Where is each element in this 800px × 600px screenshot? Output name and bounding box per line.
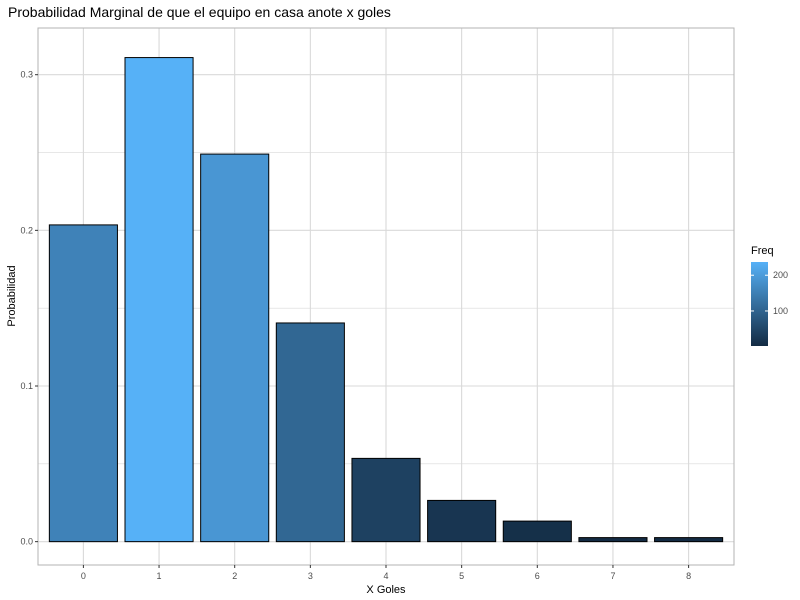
y-axis-ticks: 0.0 0.1 0.2 0.3 bbox=[20, 70, 38, 547]
legend-tick-label: 100 bbox=[773, 306, 788, 316]
x-tick-label: 5 bbox=[459, 571, 464, 581]
bar-8 bbox=[654, 537, 724, 543]
bar-3 bbox=[275, 322, 345, 543]
bar-4 bbox=[351, 457, 421, 543]
bar-0 bbox=[48, 224, 118, 543]
y-tick-label: 0.0 bbox=[20, 537, 33, 547]
y-tick-label: 0.1 bbox=[20, 381, 33, 391]
x-tick-label: 3 bbox=[308, 571, 313, 581]
bar-2 bbox=[200, 153, 270, 543]
x-tick-label: 8 bbox=[686, 571, 691, 581]
x-axis-ticks: 0 1 2 3 4 5 6 7 8 bbox=[81, 565, 691, 581]
y-tick-label: 0.3 bbox=[20, 70, 33, 80]
y-axis-title: Probabilidad bbox=[6, 265, 18, 326]
bar-7 bbox=[578, 537, 648, 543]
x-tick-label: 4 bbox=[383, 571, 388, 581]
chart-title: Probabilidad Marginal de que el equipo e… bbox=[8, 4, 391, 20]
y-tick-label: 0.2 bbox=[20, 225, 33, 235]
x-axis-title: X Goles bbox=[366, 584, 406, 596]
legend: Freq 100 200 bbox=[751, 245, 788, 346]
bar-5 bbox=[427, 499, 497, 543]
legend-title: Freq bbox=[751, 245, 774, 257]
legend-tick-label: 200 bbox=[773, 270, 788, 280]
bar-6 bbox=[502, 520, 572, 543]
x-tick-label: 7 bbox=[610, 571, 615, 581]
bars bbox=[48, 57, 724, 543]
legend-colorbar bbox=[751, 262, 768, 346]
x-tick-label: 2 bbox=[232, 571, 237, 581]
x-tick-label: 0 bbox=[81, 571, 86, 581]
x-tick-label: 6 bbox=[535, 571, 540, 581]
x-tick-label: 1 bbox=[157, 571, 162, 581]
legend-ticks: 100 200 bbox=[751, 270, 788, 316]
bar-1 bbox=[124, 57, 194, 543]
